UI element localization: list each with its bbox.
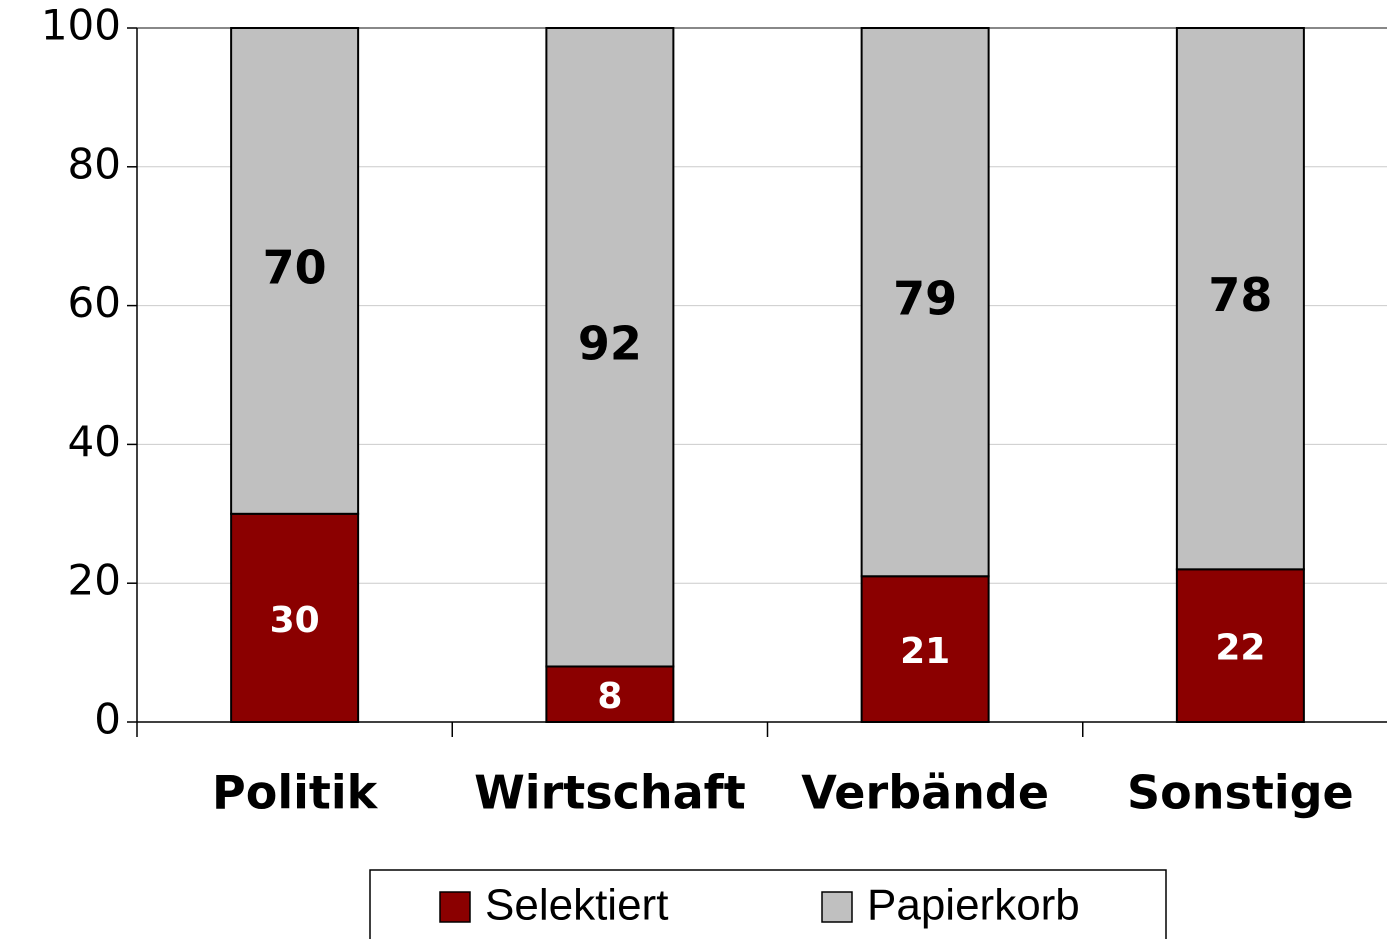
legend-box — [369, 869, 1167, 939]
x-tick-label: Verbände — [801, 766, 1049, 820]
data-label: 92 — [578, 317, 642, 371]
bar-segment — [230, 27, 360, 515]
data-label: 8 — [597, 676, 622, 717]
legend-label: Selektiert — [485, 881, 668, 930]
bar-segment — [860, 575, 990, 724]
data-label: 30 — [270, 600, 320, 641]
x-tick-label: Sonstige — [1127, 766, 1354, 820]
data-label: 21 — [900, 631, 950, 672]
x-tick-label: Wirtschaft — [474, 766, 746, 820]
data-label: 79 — [893, 272, 957, 326]
x-tick-label: Politik — [212, 766, 379, 820]
bar-segment — [1175, 568, 1305, 723]
bar-segment — [860, 27, 990, 578]
data-label: 70 — [263, 240, 327, 294]
y-tick-label: 40 — [68, 417, 121, 466]
y-tick-label: 0 — [94, 695, 121, 744]
data-label: 78 — [1208, 268, 1272, 322]
data-label: 22 — [1215, 628, 1265, 669]
y-tick-label: 60 — [68, 278, 121, 327]
legend-swatch — [821, 891, 853, 923]
y-tick-label: 20 — [68, 556, 121, 605]
y-tick-label: 100 — [41, 1, 121, 50]
legend-swatch — [439, 891, 471, 923]
y-tick-label: 80 — [68, 139, 121, 188]
bar-segment — [1175, 27, 1305, 571]
bar-segment — [545, 27, 675, 668]
legend-label: Papierkorb — [867, 881, 1080, 930]
